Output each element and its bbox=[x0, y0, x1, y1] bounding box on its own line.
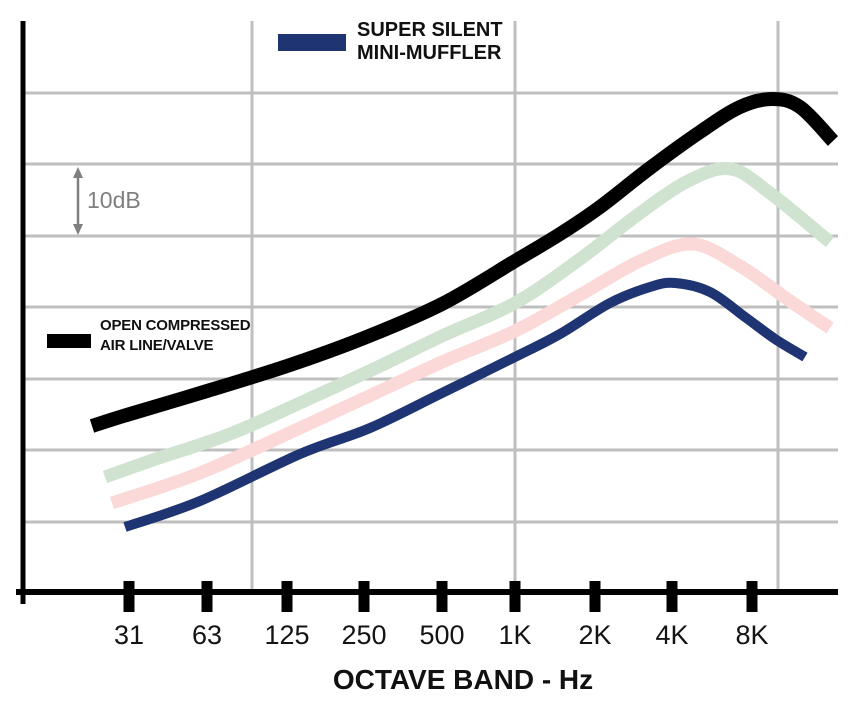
x-tick-label: 4K bbox=[655, 620, 689, 650]
curve-unlabeled-pink bbox=[109, 237, 834, 510]
x-axis-tick bbox=[123, 581, 135, 612]
x-tick-label: 2K bbox=[578, 620, 612, 650]
x-axis-tick bbox=[666, 581, 678, 612]
x-tick-label: 250 bbox=[341, 620, 387, 650]
x-axis-tick bbox=[509, 581, 521, 612]
x-axis-tick bbox=[589, 581, 601, 612]
x-axis-tick bbox=[436, 581, 448, 612]
x-tick-label: 500 bbox=[419, 620, 465, 650]
legend-super-silent: SUPER SILENT MINI-MUFFLER bbox=[278, 19, 503, 65]
x-tick-label: 1K bbox=[498, 620, 532, 650]
x-tick-label: 8K bbox=[735, 620, 769, 650]
curve-unlabeled-green bbox=[102, 162, 835, 484]
legend-swatch-muffler bbox=[278, 34, 346, 51]
x-axis-tick bbox=[201, 581, 213, 612]
x-tick-label: 31 bbox=[113, 620, 145, 650]
x-axis-title: OCTAVE BAND - Hz bbox=[332, 664, 594, 695]
x-axis-tick bbox=[746, 581, 758, 612]
legend-swatch-open-air bbox=[47, 334, 91, 348]
x-axis-tick bbox=[281, 581, 293, 612]
curve-open-compressed-air-line bbox=[89, 92, 839, 433]
scale-marker-label: 10dB bbox=[87, 187, 141, 213]
x-tick-label: 63 bbox=[191, 620, 223, 650]
legend-label-line: AIR LINE/VALVE bbox=[100, 337, 214, 354]
legend-label-line: SUPER SILENT bbox=[357, 19, 503, 41]
curve-super-silent-mini-muffler bbox=[123, 277, 808, 532]
x-tick-label: 125 bbox=[264, 620, 310, 650]
legend-label-line: OPEN COMPRESSED bbox=[100, 317, 251, 334]
legend-open-air-line: OPEN COMPRESSED AIR LINE/VALVE bbox=[47, 316, 251, 356]
x-axis-tick bbox=[358, 581, 370, 612]
scale-arrow-icon bbox=[73, 167, 83, 235]
legend-label-line: MINI-MUFFLER bbox=[357, 42, 502, 64]
